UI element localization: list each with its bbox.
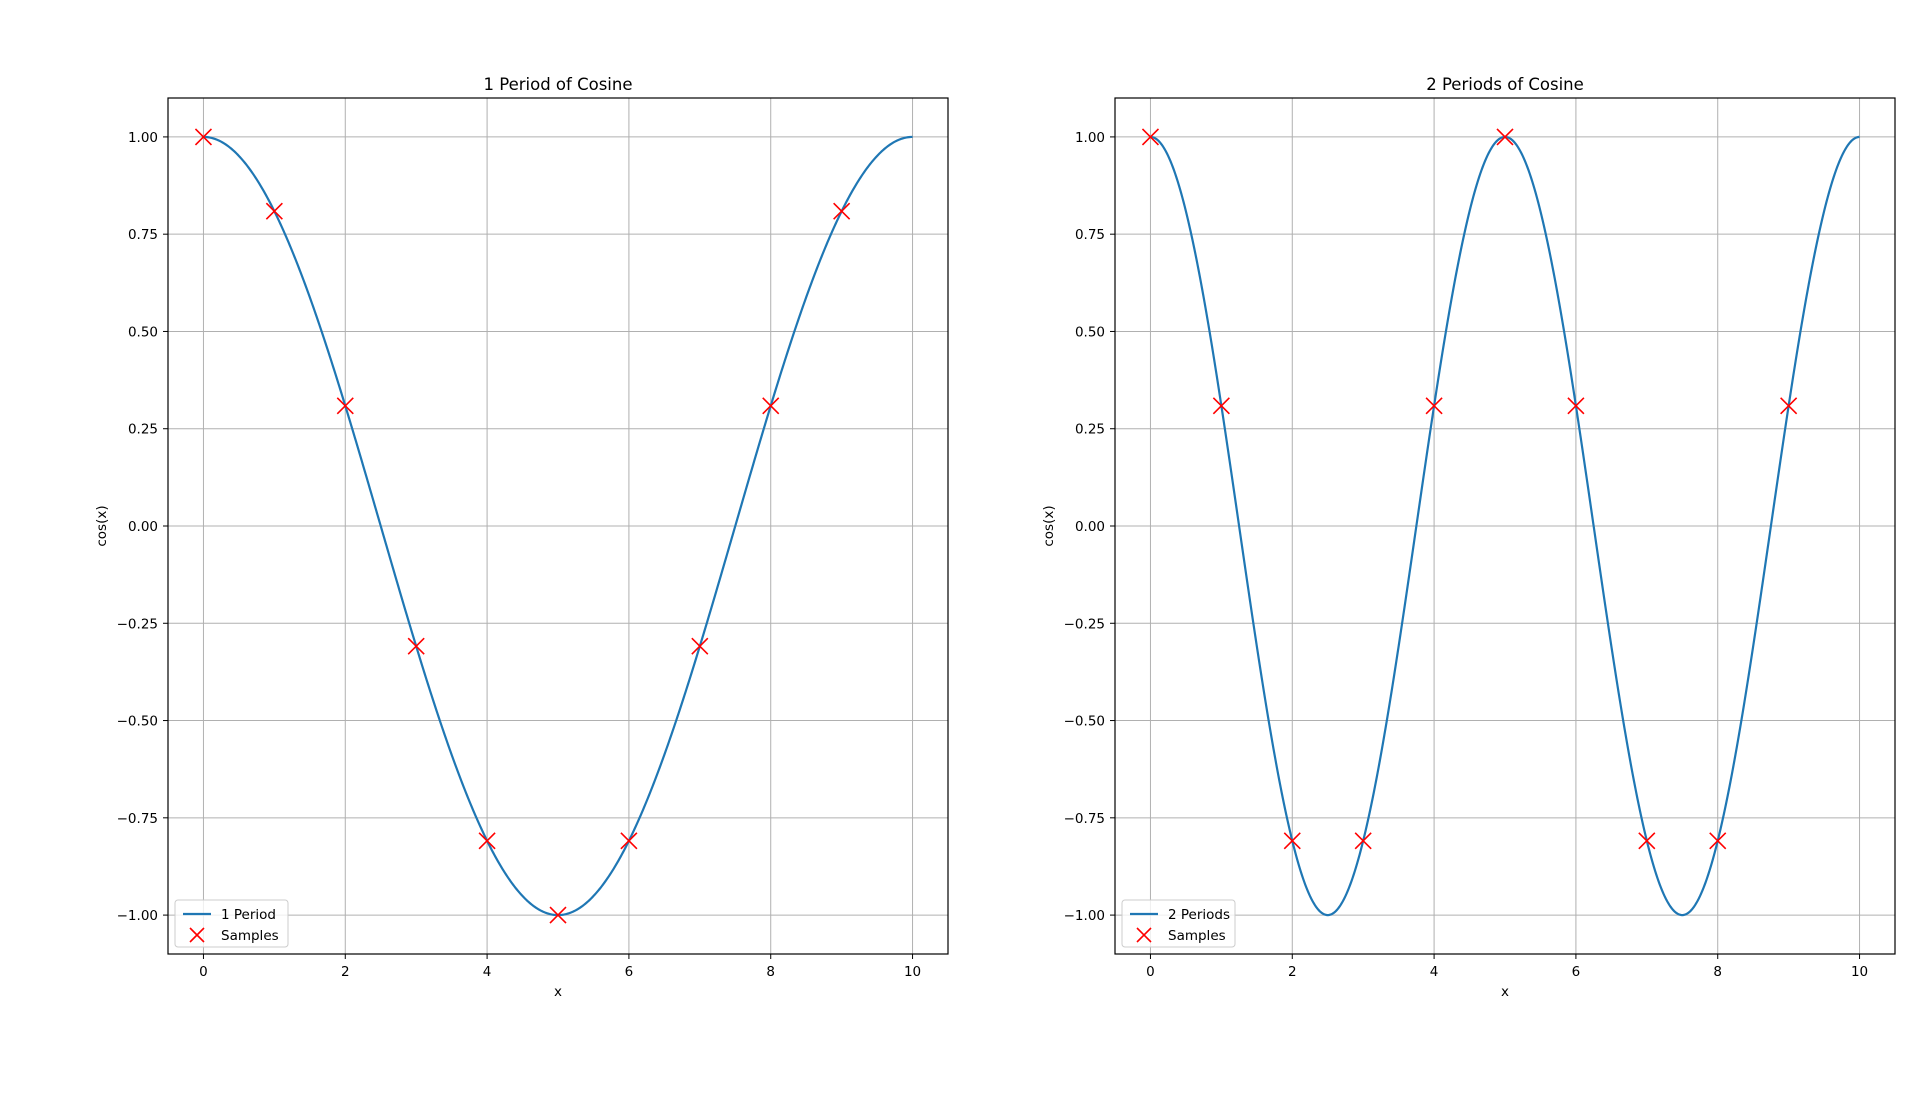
legend: 1 Period Samples — [174, 899, 289, 948]
sample-marker — [336, 397, 354, 415]
sample-marker — [1638, 832, 1656, 850]
legend-label-line: 2 Periods — [1168, 907, 1230, 923]
x-tick-label: 10 — [904, 964, 921, 980]
sample-marker — [1141, 128, 1160, 146]
y-tick-label: 0.25 — [128, 422, 158, 438]
x-axis-label: x — [1501, 984, 1509, 1000]
sample-marker — [1496, 128, 1514, 146]
y-tick-label: −0.75 — [117, 811, 158, 827]
legend-label-line: 1 Period — [221, 907, 276, 923]
y-tick-label: −0.50 — [117, 714, 158, 730]
sample-marker — [549, 906, 567, 924]
sample-marker — [1212, 397, 1230, 415]
x-tick-label: 6 — [625, 964, 634, 980]
sample-marker — [194, 128, 213, 146]
sample-marker — [620, 832, 638, 850]
y-tick-label: 0.50 — [1075, 324, 1105, 340]
legend-marker-swatch — [1136, 927, 1152, 943]
y-tick-label: −0.75 — [1064, 811, 1105, 827]
legend-marker-swatch — [189, 927, 205, 943]
sample-marker — [762, 397, 780, 415]
x-tick-label: 0 — [199, 964, 208, 980]
y-axis-label: cos(x) — [94, 505, 110, 546]
x-tick-label: 0 — [1146, 964, 1155, 980]
sample-marker — [1354, 832, 1372, 850]
sample-marker — [833, 202, 851, 220]
chart-title: 1 Period of Cosine — [484, 75, 633, 94]
legend-box — [1121, 899, 1236, 948]
y-axis-label: cos(x) — [1041, 505, 1057, 546]
y-tick-label: 1.00 — [128, 130, 158, 146]
x-tick-label: 8 — [766, 964, 775, 980]
sample-marker — [265, 202, 283, 220]
legend: 2 Periods Samples — [1121, 899, 1236, 948]
y-tick-label: −1.00 — [117, 908, 158, 924]
x-tick-label: 8 — [1713, 964, 1722, 980]
chart-2: 0 2 4 6 8 10 −1.00 −0.75 −0.50 −0.25 0.00 0.25 0.50 0… — [1041, 75, 1896, 1000]
y-tick-label: 0.75 — [128, 227, 158, 243]
x-tick-label: 10 — [1851, 964, 1868, 980]
x-tick-label: 2 — [1288, 964, 1297, 980]
legend-label-samples: Samples — [221, 928, 279, 944]
x-tick-label: 6 — [1572, 964, 1581, 980]
y-tick-label: 0.50 — [128, 324, 158, 340]
legend-box — [174, 899, 289, 948]
sample-marker — [1567, 397, 1585, 415]
sample-marker — [478, 832, 496, 850]
sample-marker — [1283, 832, 1301, 850]
x-tick-label: 4 — [483, 964, 492, 980]
y-tick-label: −0.25 — [117, 616, 158, 632]
sample-marker — [1425, 397, 1443, 415]
sample-marker — [407, 637, 425, 655]
y-tick-label: 0.00 — [1075, 519, 1105, 535]
chart-1: 0 2 4 6 8 10 −1.00 −0.75 −0.50 −0.25 0.00 0.25 0.50 0… — [94, 75, 949, 1000]
y-tick-label: −0.50 — [1064, 714, 1105, 730]
legend-label-samples: Samples — [1168, 928, 1226, 944]
x-axis-label: x — [554, 984, 562, 1000]
sample-marker — [691, 637, 709, 655]
x-tick-label: 2 — [341, 964, 350, 980]
y-tick-label: 0.25 — [1075, 422, 1105, 438]
y-tick-label: 1.00 — [1075, 130, 1105, 146]
y-tick-label: 0.75 — [1075, 227, 1105, 243]
y-tick-label: −0.25 — [1064, 616, 1105, 632]
chart-title: 2 Periods of Cosine — [1426, 75, 1584, 94]
y-tick-label: −1.00 — [1064, 908, 1105, 924]
sample-marker — [1780, 397, 1798, 415]
sample-marker — [1709, 832, 1727, 850]
x-tick-label: 4 — [1430, 964, 1439, 980]
y-tick-label: 0.00 — [128, 519, 158, 535]
